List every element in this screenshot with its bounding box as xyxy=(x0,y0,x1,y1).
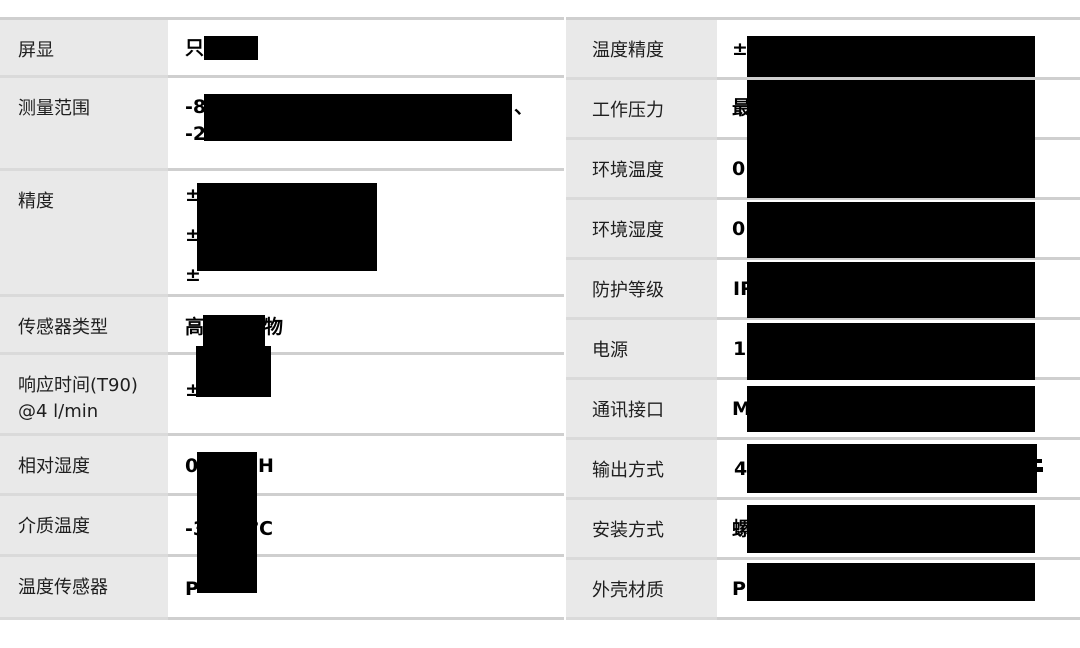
spec-label: 环境温度 xyxy=(592,160,664,181)
value-fragment: ± xyxy=(185,264,201,286)
redaction-box xyxy=(197,183,377,271)
redaction-box xyxy=(1037,459,1042,463)
value-fragment: 只 xyxy=(185,37,205,59)
spec-label: 测量范围 xyxy=(18,98,90,119)
redaction-box xyxy=(204,36,258,60)
value-fragment: M xyxy=(732,398,751,420)
value-fragment: 1 xyxy=(733,338,747,360)
spec-row: 相对湿度 xyxy=(0,436,564,496)
spec-table-left: 屏显测量范围精度传感器类型响应时间(T90) @4 l/min 相对湿度介质温度温… xyxy=(0,17,564,620)
redaction-box xyxy=(747,444,1037,493)
value-fragment: 物 xyxy=(264,316,284,338)
spec-label-cell: 安装方式 xyxy=(566,500,717,560)
value-fragment: 螺 xyxy=(732,518,752,540)
value-fragment: ± xyxy=(732,38,748,60)
spec-label-cell: 工作压力 xyxy=(566,80,717,140)
redaction-box xyxy=(747,323,1035,380)
redaction-box xyxy=(747,202,1035,258)
spec-row: 介质温度 xyxy=(0,496,564,557)
value-fragment: 最 xyxy=(732,97,752,119)
spec-label: 精度 xyxy=(18,191,54,212)
spec-label-cell: 环境温度 xyxy=(566,140,717,200)
spec-label: 传感器类型 xyxy=(18,317,108,338)
value-fragment: 、 xyxy=(514,96,534,118)
spec-label-cell: 屏显 xyxy=(0,20,168,78)
spec-label-cell: 环境湿度 xyxy=(566,200,717,260)
spec-label: 工作压力 xyxy=(592,100,664,121)
redaction-box xyxy=(747,36,1035,77)
redaction-box xyxy=(747,563,1035,601)
value-fragment: 0 xyxy=(732,158,746,180)
spec-label: 屏显 xyxy=(18,40,54,61)
value-fragment: 0 xyxy=(185,455,199,477)
value-fragment: ± xyxy=(185,224,201,246)
redaction-box xyxy=(747,142,1035,198)
spec-label-cell: 外壳材质 xyxy=(566,560,717,620)
redaction-box xyxy=(747,386,1035,432)
value-fragment: 4 xyxy=(734,458,748,480)
redaction-box xyxy=(204,94,512,141)
spec-label: 安装方式 xyxy=(592,520,664,541)
value-fragment: 0 xyxy=(732,218,746,240)
spec-label: 介质温度 xyxy=(18,516,90,537)
spec-label-cell: 相对湿度 xyxy=(0,436,168,496)
spec-label-cell: 传感器类型 xyxy=(0,297,168,355)
spec-label-cell: 温度精度 xyxy=(566,20,717,80)
redaction-box xyxy=(747,262,1035,318)
spec-label: 外壳材质 xyxy=(592,580,664,601)
spec-label: 相对湿度 xyxy=(18,456,90,477)
spec-label-cell: 温度传感器 xyxy=(0,557,168,620)
spec-label-cell: 防护等级 xyxy=(566,260,717,320)
spec-row: 温度传感器 xyxy=(0,557,564,620)
value-fragment: -2 xyxy=(185,123,207,145)
spec-label: 温度传感器 xyxy=(18,577,108,598)
spec-label: 响应时间(T90) @4 l/min xyxy=(18,375,138,422)
spec-label: 输出方式 xyxy=(592,460,664,481)
spec-label-cell: 输出方式 xyxy=(566,440,717,500)
spec-label-cell: 电源 xyxy=(566,320,717,380)
spec-label: 电源 xyxy=(592,340,628,361)
spec-label: 通讯接口 xyxy=(592,400,664,421)
redaction-box xyxy=(196,346,271,397)
value-fragment: 高 xyxy=(185,316,205,338)
value-fragment: P xyxy=(732,578,746,600)
value-fragment: P xyxy=(185,578,199,600)
spec-label-cell: 精度 xyxy=(0,171,168,297)
redaction-box xyxy=(197,452,257,593)
redaction-box xyxy=(1037,467,1043,472)
redaction-box xyxy=(747,505,1035,553)
spec-label-cell: 介质温度 xyxy=(0,496,168,557)
spec-row: 响应时间(T90) @4 l/min xyxy=(0,355,564,436)
spec-label-cell: 响应时间(T90) @4 l/min xyxy=(0,355,168,436)
spec-label: 环境湿度 xyxy=(592,220,664,241)
spec-label-cell: 通讯接口 xyxy=(566,380,717,440)
redaction-box xyxy=(747,80,1035,142)
value-fragment: H xyxy=(258,455,274,477)
redaction-box xyxy=(203,315,265,352)
spec-row: 传感器类型 xyxy=(0,297,564,355)
value-fragment: ± xyxy=(185,184,201,206)
spec-row: 屏显 xyxy=(0,20,564,78)
spec-label: 温度精度 xyxy=(592,40,664,61)
spec-label: 防护等级 xyxy=(592,280,664,301)
value-fragment: -8 xyxy=(185,96,207,118)
spec-label-cell: 测量范围 xyxy=(0,78,168,171)
